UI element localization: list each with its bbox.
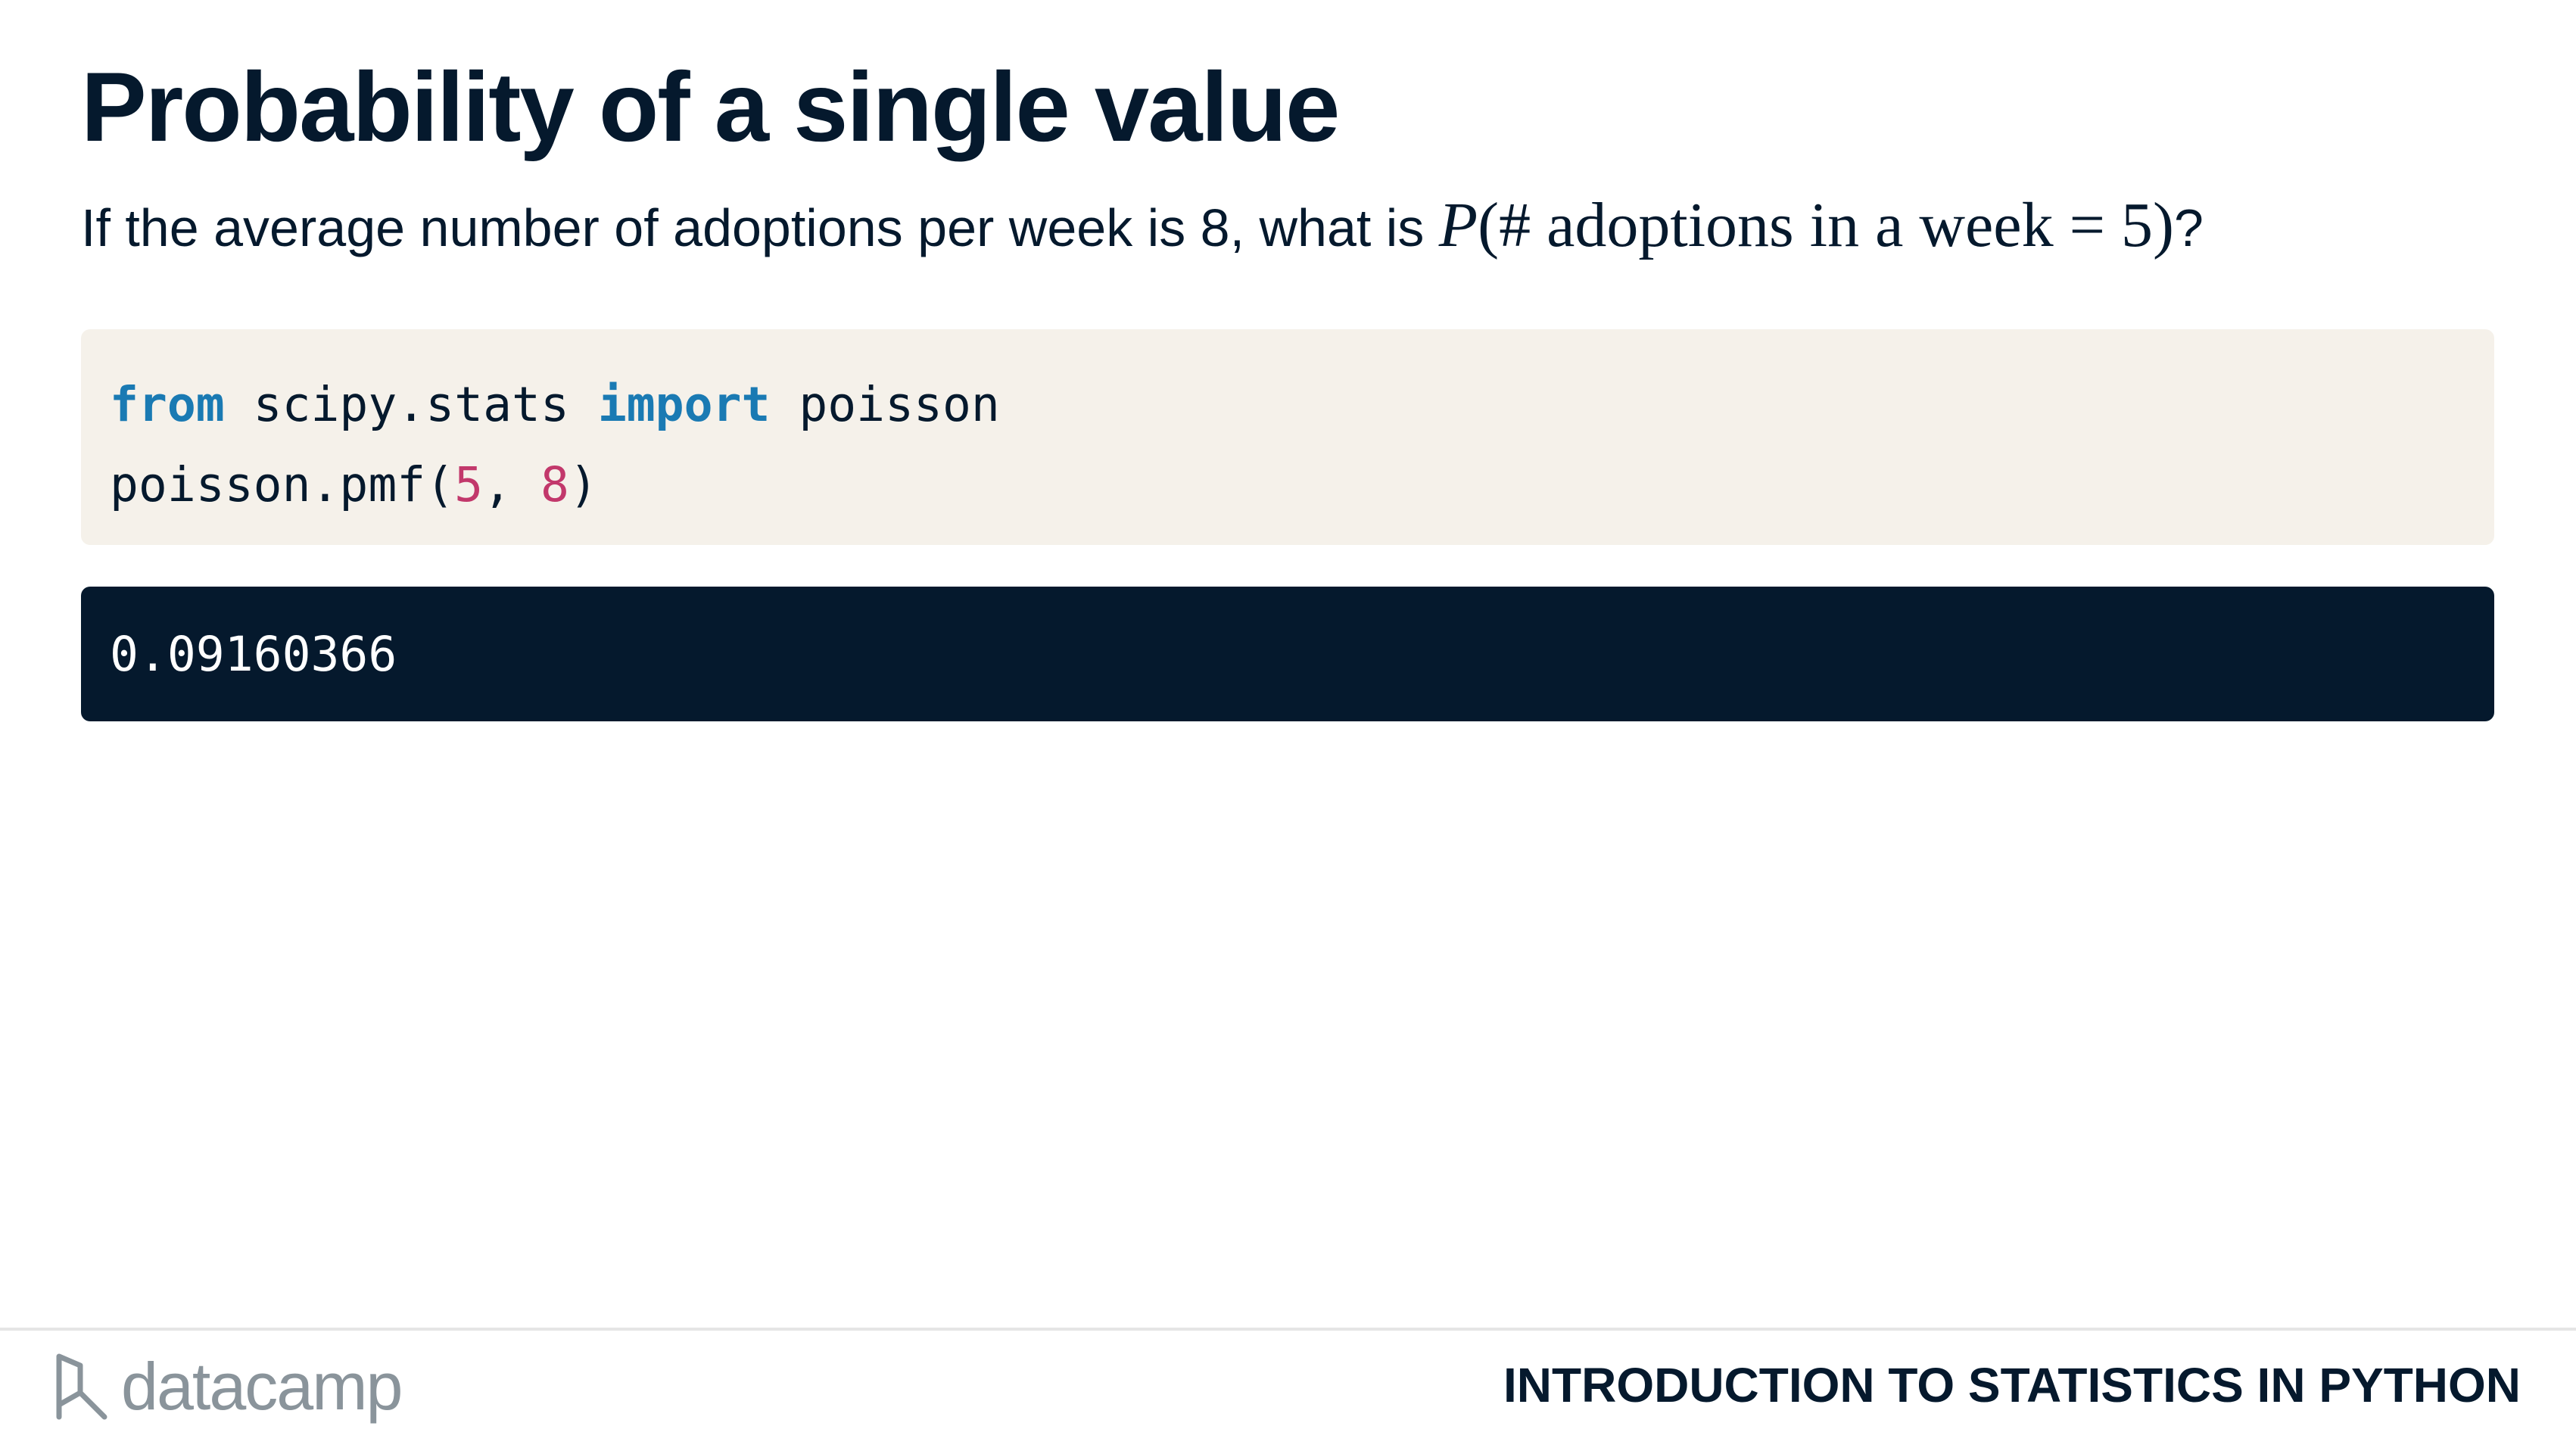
output-value: 0.09160366 [110, 626, 397, 682]
arg-one: 5 [454, 457, 484, 512]
function-call: poisson.pmf( [110, 457, 455, 512]
course-title: INTRODUCTION TO STATISTICS IN PYTHON [1503, 1358, 2521, 1412]
output-block: 0.09160366 [81, 587, 2494, 721]
question-prefix: If the average number of adoptions per w… [81, 198, 1439, 257]
arg-two: 8 [540, 457, 569, 512]
call-close: ) [568, 457, 598, 512]
keyword-import: import [597, 377, 771, 432]
math-close-paren: ) [2152, 190, 2174, 260]
datacamp-logo-text: datacamp [121, 1349, 403, 1424]
imported-name: poisson [770, 377, 1000, 432]
module-name: scipy.stats [224, 377, 598, 432]
slide-title: Probability of a single value [81, 51, 1340, 162]
arg-separator: , [483, 457, 540, 512]
code-line-import: from scipy.stats import poisson [110, 365, 2494, 445]
probability-expression: P(# adoptions in a week = 5) [1439, 190, 2174, 260]
math-body: # adoptions in a week = 5 [1499, 190, 2153, 260]
question-suffix: ? [2173, 198, 2204, 257]
datacamp-logo: datacamp [53, 1349, 403, 1425]
keyword-from: from [110, 377, 225, 432]
code-block: from scipy.stats import poisson poisson.… [81, 329, 2494, 545]
math-open-paren: ( [1478, 190, 1500, 260]
code-line-call: poisson.pmf(5, 8) [110, 445, 2494, 525]
question-text: If the average number of adoptions per w… [81, 188, 2204, 264]
footer-divider [0, 1328, 2576, 1331]
math-p: P [1438, 190, 1478, 260]
datacamp-logo-icon [56, 1353, 107, 1420]
